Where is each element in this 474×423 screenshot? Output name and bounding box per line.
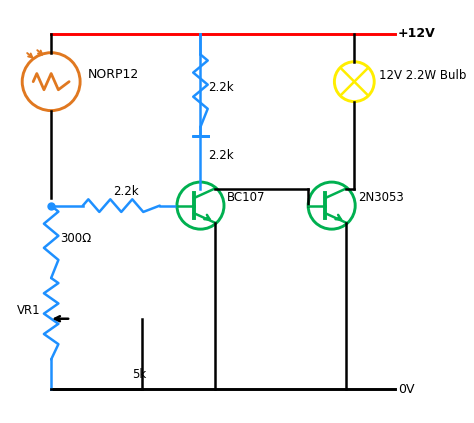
Text: 12V 2.2W Bulb: 12V 2.2W Bulb — [379, 69, 466, 82]
Text: 2N3053: 2N3053 — [358, 191, 404, 204]
Text: 2.2k: 2.2k — [208, 81, 233, 94]
Text: 2.2k: 2.2k — [208, 148, 233, 162]
Text: 2.2k: 2.2k — [114, 185, 139, 198]
Text: 300Ω: 300Ω — [60, 232, 91, 245]
Text: 0V: 0V — [398, 383, 414, 396]
Text: BC107: BC107 — [227, 191, 265, 204]
Text: NORP12: NORP12 — [87, 68, 138, 81]
Text: +12V: +12V — [398, 27, 436, 40]
Text: 5k: 5k — [133, 368, 147, 382]
Text: VR1: VR1 — [17, 304, 40, 317]
